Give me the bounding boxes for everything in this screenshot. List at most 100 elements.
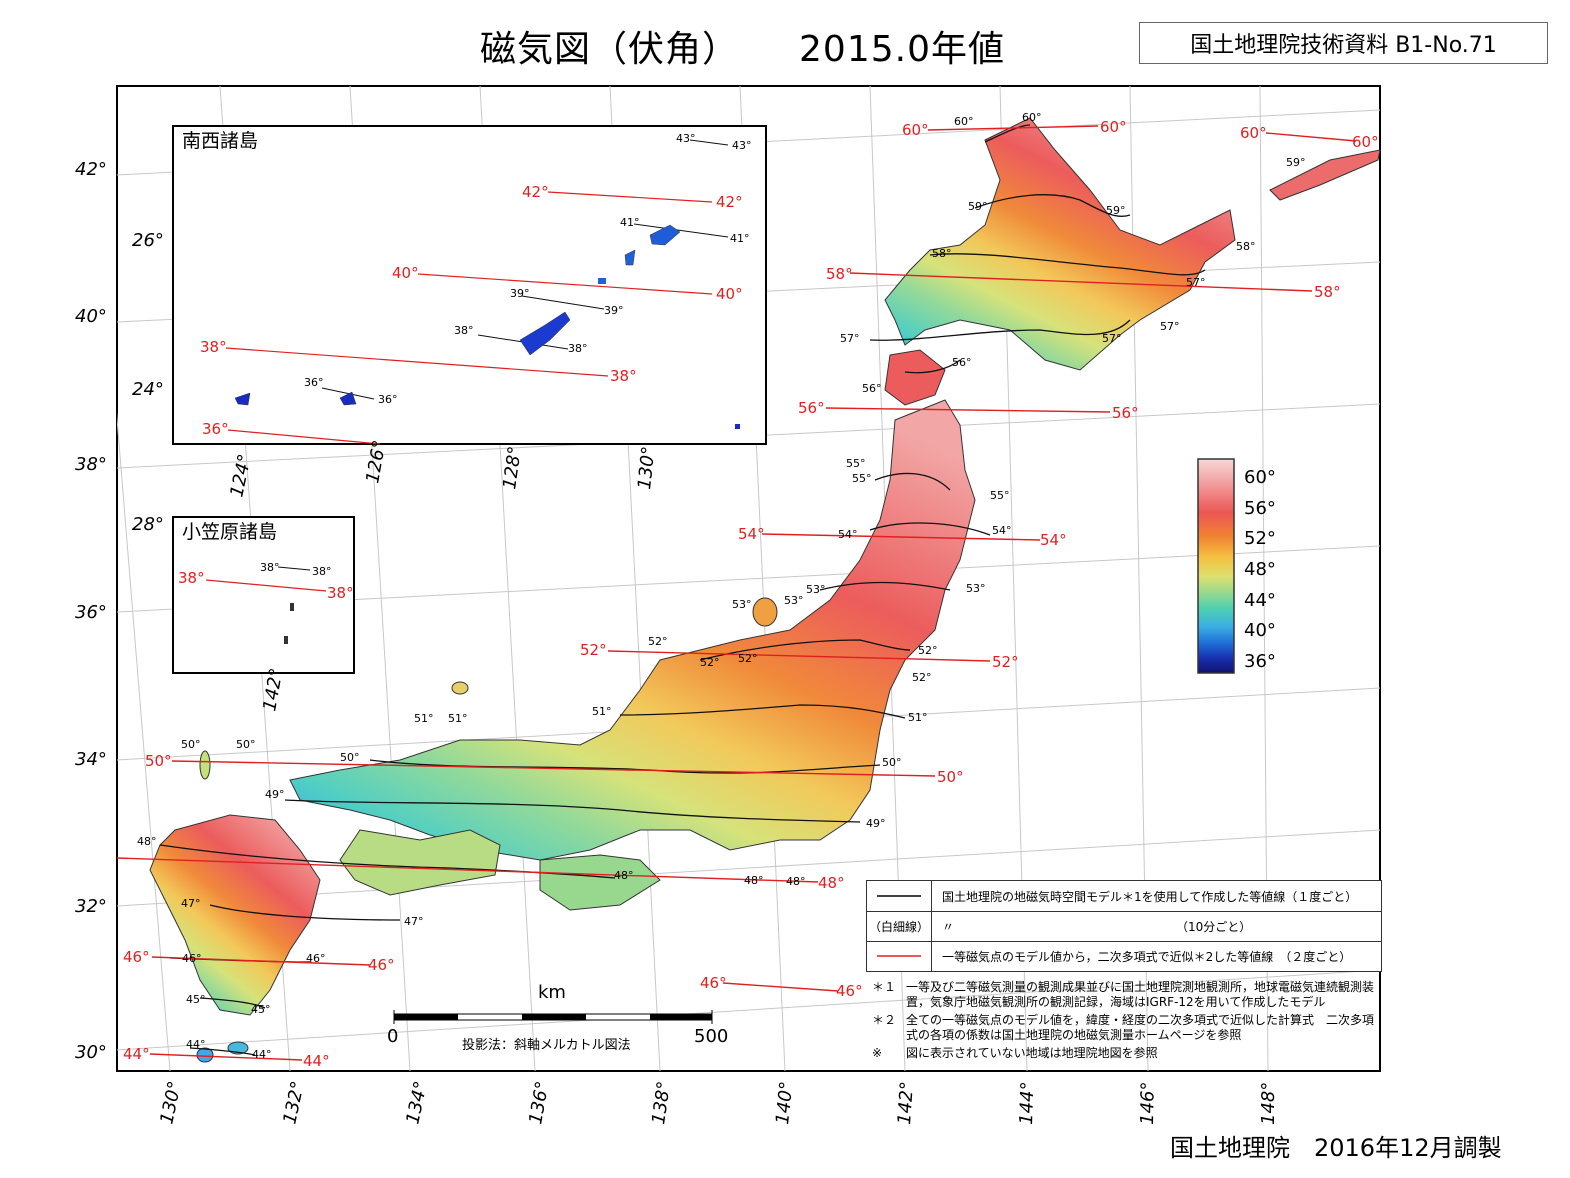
svg-text:44°: 44° <box>252 1048 272 1061</box>
svg-text:53°: 53° <box>966 582 986 595</box>
svg-text:49°: 49° <box>265 788 285 801</box>
svg-text:50°: 50° <box>937 768 964 786</box>
svg-text:52°: 52° <box>738 652 758 665</box>
footnote-2: ＊２ 全ての一等磁気点のモデル値を，緯度・経度の二次多項式で近似した計算式 二次多… <box>872 1013 1375 1042</box>
svg-text:53°: 53° <box>806 583 826 596</box>
svg-text:41°: 41° <box>620 216 640 229</box>
svg-text:52°: 52° <box>700 656 720 669</box>
scale-bar <box>393 1010 713 1024</box>
svg-text:38°: 38° <box>312 565 332 578</box>
svg-text:48°: 48° <box>137 835 157 848</box>
amami-land <box>649 224 681 246</box>
svg-text:54°: 54° <box>838 528 858 541</box>
svg-text:45°: 45° <box>186 993 206 1006</box>
svg-text:43°: 43° <box>676 132 696 145</box>
svg-text:44°: 44° <box>123 1045 150 1063</box>
nansei-inset-title: 南西諸島 <box>182 130 258 152</box>
svg-text:50°: 50° <box>145 752 172 770</box>
svg-text:146°: 146° <box>1137 1081 1159 1125</box>
nansei-inset: 南西諸島 <box>172 125 767 445</box>
svg-text:46°: 46° <box>700 974 727 992</box>
svg-text:44°: 44° <box>186 1038 206 1051</box>
svg-text:57°: 57° <box>1186 276 1206 289</box>
svg-text:26°: 26° <box>132 230 164 251</box>
svg-text:42°: 42° <box>75 159 107 180</box>
svg-text:130°: 130° <box>634 445 659 490</box>
svg-text:59°: 59° <box>1286 156 1306 169</box>
svg-text:38°: 38° <box>327 584 354 602</box>
svg-text:50°: 50° <box>181 738 201 751</box>
svg-text:58°: 58° <box>1314 283 1341 301</box>
svg-text:55°: 55° <box>852 472 872 485</box>
svg-text:46°: 46° <box>182 952 202 965</box>
svg-text:38°: 38° <box>568 342 588 355</box>
svg-text:39°: 39° <box>510 287 530 300</box>
okinawa-land <box>519 311 571 356</box>
svg-text:58°: 58° <box>1236 240 1256 253</box>
svg-text:38°: 38° <box>610 367 637 385</box>
svg-text:48°: 48° <box>818 874 845 892</box>
map-title: 磁気図（伏角） 2015.0年値 <box>480 20 1005 72</box>
svg-text:60°: 60° <box>1100 118 1127 136</box>
svg-text:48°: 48° <box>744 874 764 887</box>
svg-text:48°: 48° <box>614 869 634 882</box>
svg-text:34°: 34° <box>75 749 107 770</box>
svg-text:136°: 136° <box>525 1080 553 1126</box>
footnote-3: ※ 図に表示されていない地域は地理院地図を参照 <box>872 1046 1158 1060</box>
svg-text:46°: 46° <box>306 952 326 965</box>
svg-text:36°: 36° <box>378 393 398 406</box>
svg-text:51°: 51° <box>592 705 612 718</box>
svg-text:57°: 57° <box>1160 320 1180 333</box>
cb-label-52: 52° <box>1244 528 1276 549</box>
svg-text:51°: 51° <box>414 712 434 725</box>
footer-credit: 国土地理院 2016年12月調製 <box>1170 1134 1502 1162</box>
svg-text:38°: 38° <box>454 324 474 337</box>
svg-text:57°: 57° <box>1102 332 1122 345</box>
legend-text-2: 〃 （10分ごと） <box>942 919 1252 934</box>
cb-label-40: 40° <box>1244 620 1276 641</box>
ogasawara-inset: 小笠原諸島 <box>172 516 355 674</box>
svg-text:50°: 50° <box>882 756 902 769</box>
svg-text:42°: 42° <box>522 183 549 201</box>
svg-text:50°: 50° <box>340 751 360 764</box>
svg-text:51°: 51° <box>448 712 468 725</box>
land-masses <box>149 117 1381 1063</box>
svg-text:42°: 42° <box>716 193 743 211</box>
svg-text:55°: 55° <box>846 457 866 470</box>
svg-text:40°: 40° <box>75 306 107 327</box>
svg-text:46°: 46° <box>123 948 150 966</box>
svg-text:41°: 41° <box>730 232 750 245</box>
svg-text:132°: 132° <box>279 1079 309 1126</box>
svg-text:54°: 54° <box>992 524 1012 537</box>
svg-text:60°: 60° <box>1022 111 1042 124</box>
svg-text:44°: 44° <box>303 1052 330 1070</box>
svg-text:52°: 52° <box>580 641 607 659</box>
svg-text:52°: 52° <box>992 653 1019 671</box>
svg-text:38°: 38° <box>75 454 107 475</box>
svg-text:32°: 32° <box>75 896 107 917</box>
kuril-land <box>1269 149 1381 201</box>
svg-text:138°: 138° <box>648 1080 675 1126</box>
svg-text:140°: 140° <box>772 1080 797 1125</box>
scale-start: 0 <box>387 1026 399 1047</box>
svg-text:30°: 30° <box>75 1042 107 1063</box>
title-year: 2015.0年値 <box>799 29 1005 70</box>
svg-text:46°: 46° <box>836 982 863 1000</box>
svg-text:52°: 52° <box>912 671 932 684</box>
hokkaido-land <box>884 117 1236 371</box>
svg-text:60°: 60° <box>902 121 929 139</box>
svg-text:56°: 56° <box>798 399 825 417</box>
svg-text:59°: 59° <box>1106 204 1126 217</box>
svg-text:142°: 142° <box>894 1081 918 1126</box>
svg-text:60°: 60° <box>1240 124 1267 142</box>
svg-text:60°: 60° <box>954 115 974 128</box>
svg-text:53°: 53° <box>732 598 752 611</box>
lat-ticks: 42° 40° 38° 36° 34° 32° 30° 26° 24° 28° <box>75 159 164 1063</box>
tsushima-land <box>199 750 211 780</box>
legend-text-1: 国土地理院の地磁気時空間モデル＊1を使用して作成した等値線（１度ごと） <box>942 889 1358 904</box>
svg-text:40°: 40° <box>392 264 419 282</box>
legend-row-black: 国土地理院の地磁気時空間モデル＊1を使用して作成した等値線（１度ごと） <box>867 881 1381 912</box>
footnote-1: ＊１ 一等及び二等磁気測量の観測成果並びに国土地理院測地観測所，地球電磁気連続観測… <box>872 980 1375 1009</box>
cb-label-44: 44° <box>1244 590 1276 611</box>
svg-text:52°: 52° <box>918 644 938 657</box>
